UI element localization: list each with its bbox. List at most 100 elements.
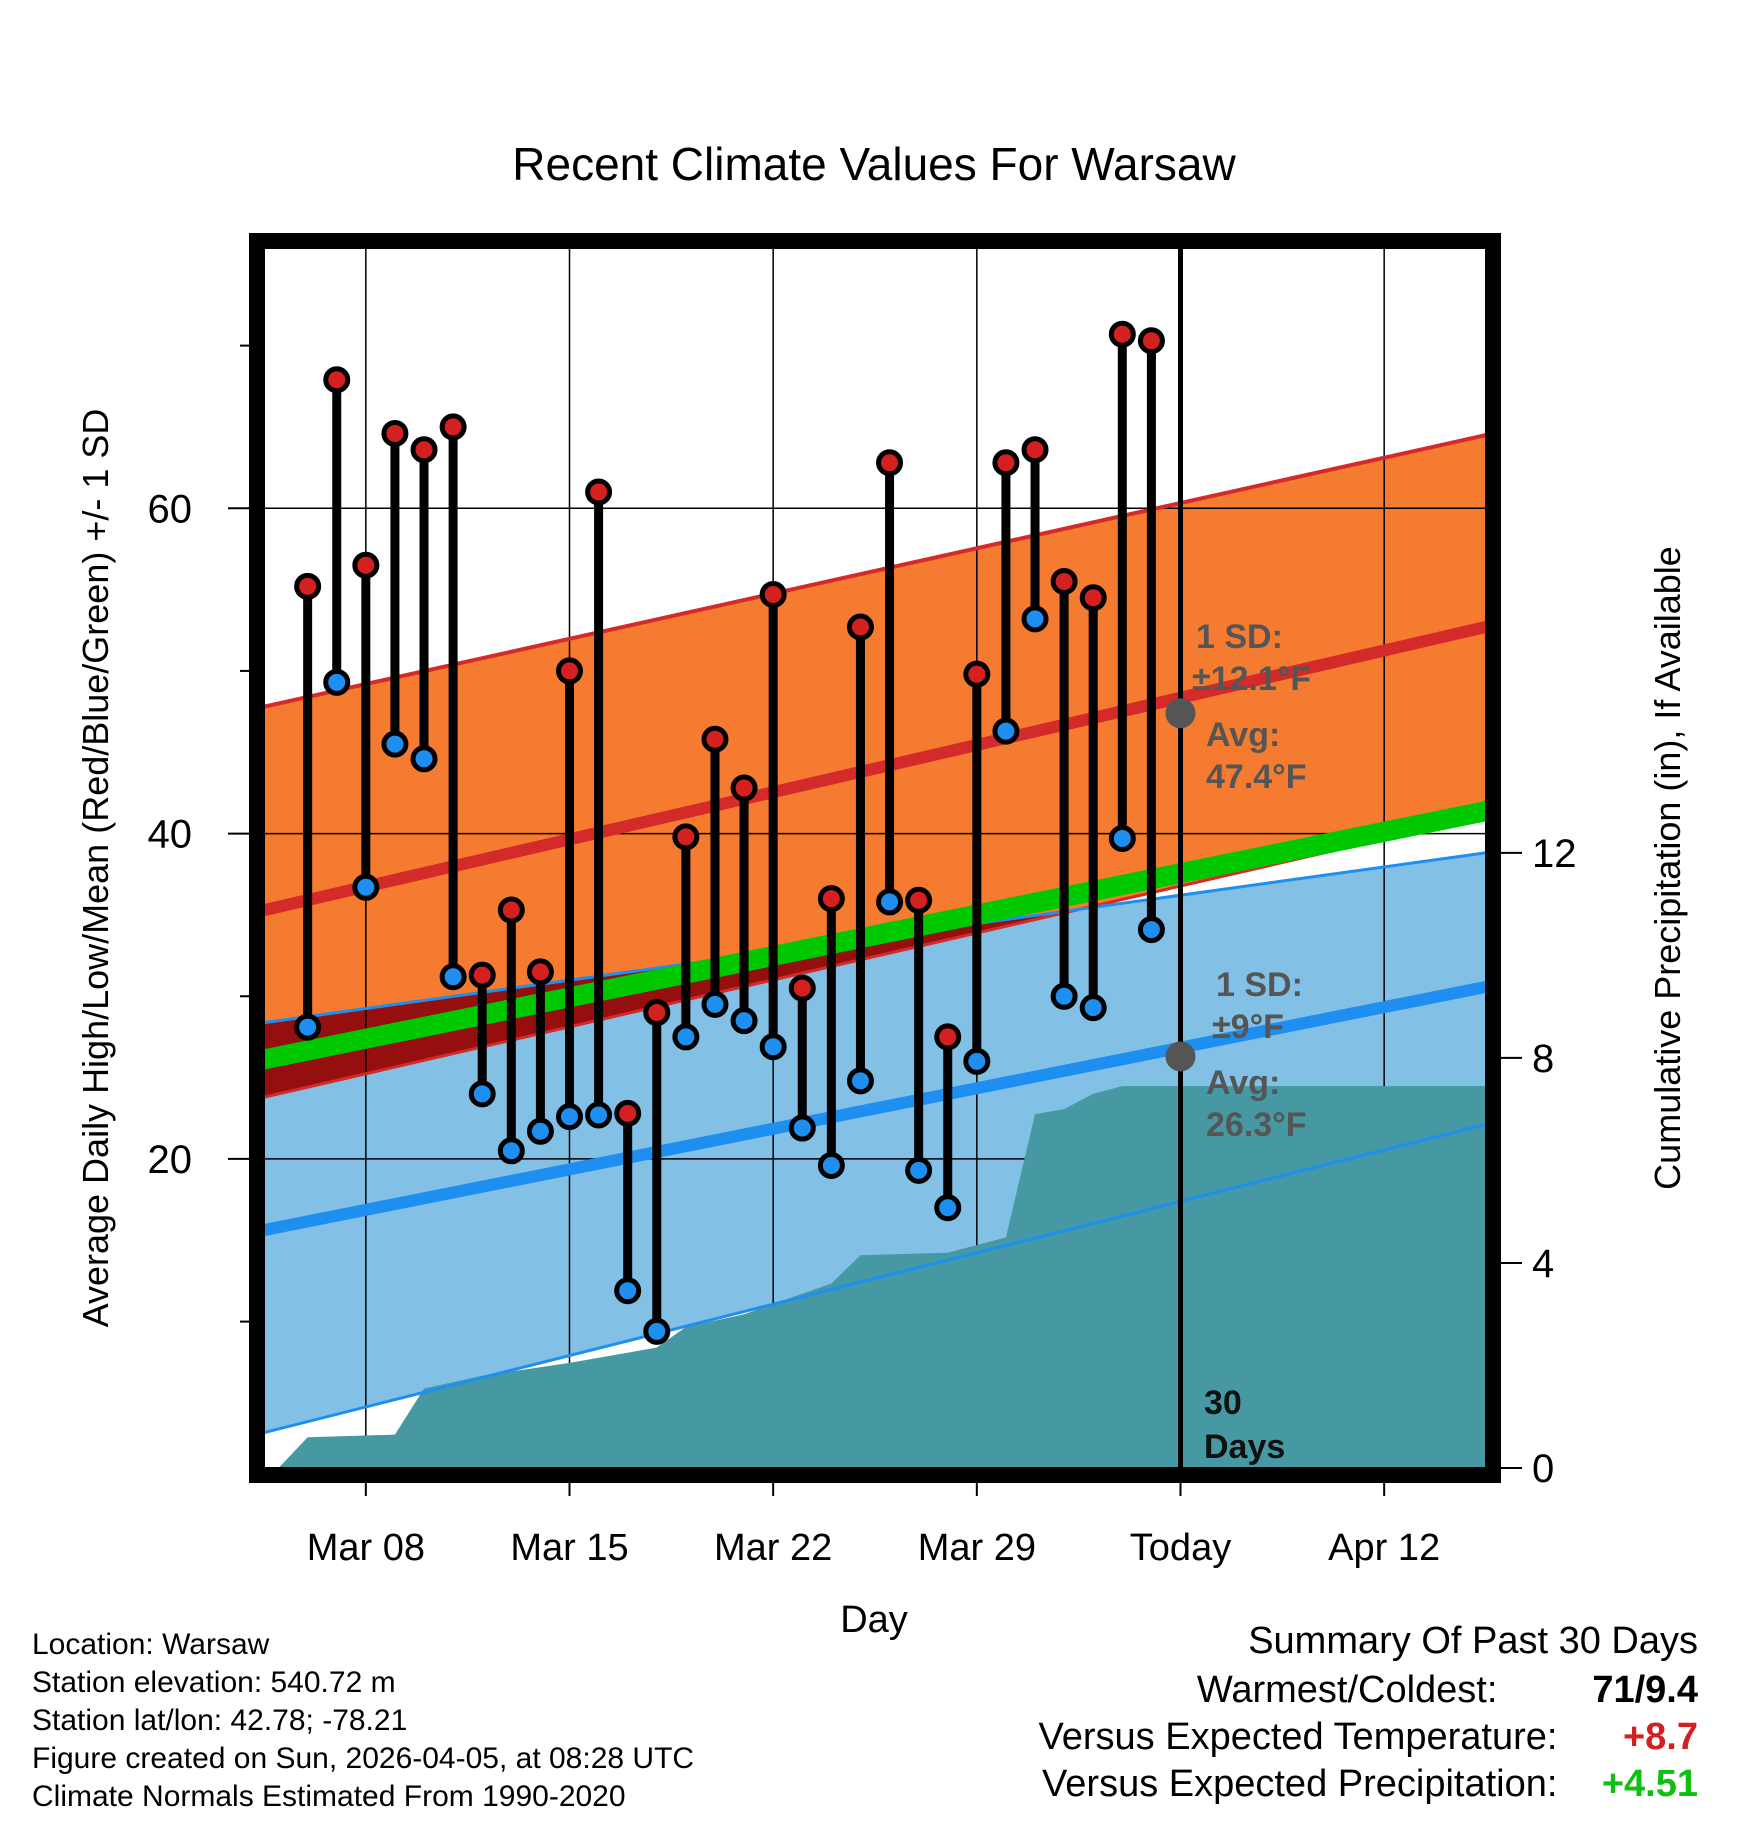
chart-title: Recent Climate Values For Warsaw (512, 138, 1236, 190)
daily-high-marker (614, 1099, 642, 1127)
avg-mean-line (264, 800, 1486, 1070)
low-avg-label: Avg: (1206, 1064, 1280, 1102)
x-tick-label: Apr 12 (1328, 1527, 1440, 1569)
low-avg-dot (1165, 1041, 1196, 1072)
daily-low-marker (497, 1137, 525, 1165)
daily-low-marker (934, 1194, 962, 1222)
avg-high-line (264, 620, 1486, 917)
y-axis-label-left: Average Daily High/Low/Mean (Red/Blue/Gr… (75, 409, 116, 1328)
plot-frame (249, 233, 1501, 1483)
daily-low-marker (672, 1023, 700, 1051)
daily-high-marker (788, 974, 816, 1002)
daily-low-marker (526, 1117, 554, 1145)
annotations: 1 SD: ±12.1°F Avg: 47.4°F 1 SD: ±9°F Avg: 26.3°… (1165, 618, 1311, 1466)
daily-low-marker (701, 990, 729, 1018)
daily-high-marker (585, 478, 613, 506)
daily-high-marker (1137, 327, 1165, 355)
precip-row: Versus Expected Precipitation: +4.51 (1039, 1763, 1698, 1806)
daily-low-marker (439, 963, 467, 991)
daily-low-marker (614, 1277, 642, 1305)
daily-high-marker (643, 999, 671, 1027)
y-tick-label: 40 (148, 813, 193, 857)
latlon-text: Station lat/lon: 42.78; -78.21 (32, 1704, 408, 1737)
elevation-text: Station elevation: 540.72 m (32, 1666, 396, 1699)
daily-low-marker (323, 668, 351, 696)
low-avg-value: 26.3°F (1206, 1106, 1307, 1144)
daily-low-marker (730, 1007, 758, 1035)
x-tick-label: Mar 08 (307, 1527, 425, 1569)
station-info: Location: Warsaw Station elevation: 540.… (32, 1626, 694, 1816)
daily-high-marker (294, 572, 322, 600)
daily-low-marker (1021, 605, 1049, 633)
location-text: Location: Warsaw (32, 1628, 270, 1661)
high-sd-value: ±12.1°F (1192, 660, 1311, 698)
daily-high-marker (1108, 320, 1136, 348)
daily-low-marker (846, 1067, 874, 1095)
daily-high-marker (439, 413, 467, 441)
y-tick-label: 60 (148, 487, 193, 531)
created-text: Figure created on Sun, 2026-04-05, at 08… (32, 1742, 695, 1775)
summary-panel: Summary Of Past 30 Days Warmest/Coldest:… (1039, 1620, 1698, 1806)
temp-value: +8.7 (1622, 1716, 1698, 1758)
y2-tick-label: 4 (1532, 1242, 1554, 1286)
warmest-label: Warmest/Coldest: (1196, 1669, 1498, 1711)
temp-row: Versus Expected Temperature: +8.7 (1039, 1716, 1698, 1759)
daily-low-marker (1108, 824, 1136, 852)
daily-low-marker (556, 1103, 583, 1131)
daily-high-marker (672, 823, 700, 851)
axes: Mar 08 Mar 15 Mar 22 Mar 29 Today Apr 1220406… (148, 344, 1577, 1569)
high-sd-upper-line (264, 433, 1486, 709)
daily-high-marker (701, 725, 729, 753)
high-avg-dot (1165, 698, 1196, 729)
y2-tick-label: 8 (1532, 1037, 1554, 1081)
low-sd-lower-line (264, 1122, 1486, 1435)
daily-low-marker (585, 1101, 613, 1129)
daily-low-marker (381, 730, 409, 758)
x-axis-label: Day (840, 1599, 908, 1641)
daily-high-marker (1021, 436, 1049, 464)
daily-low-marker (992, 717, 1020, 745)
daily-low-marker (1050, 982, 1078, 1010)
normals-text: Climate Normals Estimated From 1990-2020 (32, 1780, 626, 1813)
daily-high-marker (730, 774, 758, 802)
daily-high-marker (323, 366, 351, 394)
high-sd-label: 1 SD: (1196, 618, 1283, 656)
y-tick-label: 20 (148, 1138, 193, 1182)
daily-high-marker (905, 886, 933, 914)
precip-value: +4.51 (1601, 1763, 1698, 1805)
plot-area (264, 248, 1486, 1468)
daily-high-marker (381, 419, 409, 447)
x-tick-label: Today (1130, 1527, 1231, 1569)
daily-low-marker (817, 1151, 845, 1179)
daily-low-marker (1079, 994, 1107, 1022)
high-avg-value: 47.4°F (1206, 758, 1307, 796)
daily-low-marker (1137, 916, 1165, 944)
daily-high-marker (817, 885, 845, 913)
daily-low-marker (294, 1013, 322, 1041)
x-tick-label: Mar 15 (510, 1527, 628, 1569)
precip-label: Versus Expected Precipitation: (1042, 1763, 1558, 1805)
daily-high-marker (846, 613, 874, 641)
daily-high-marker (934, 1023, 962, 1051)
y2-tick-label: 0 (1532, 1447, 1554, 1491)
daily-high-marker (497, 896, 525, 924)
x-tick-label: Mar 22 (714, 1527, 832, 1569)
daily-high-marker (468, 961, 496, 989)
daily-low-marker (963, 1047, 991, 1075)
daily-low-marker (352, 873, 380, 901)
daily-high-marker (410, 436, 438, 464)
daily-high-marker (992, 449, 1020, 477)
daily-high-marker (352, 551, 380, 579)
daily-bars (294, 320, 1165, 1345)
daily-low-marker (410, 745, 438, 773)
daily-high-marker (759, 580, 787, 608)
daily-low-marker (468, 1080, 496, 1108)
warmest-row: Warmest/Coldest: 71/9.4 (1039, 1669, 1698, 1712)
daily-high-marker (526, 958, 554, 986)
daily-low-marker (643, 1317, 671, 1345)
avg-low-line (264, 980, 1486, 1237)
daily-low-marker (759, 1033, 787, 1061)
y-axis-label-right: Cumulative Precipitation (in), If Availa… (1647, 546, 1688, 1190)
daily-high-marker (876, 449, 904, 477)
